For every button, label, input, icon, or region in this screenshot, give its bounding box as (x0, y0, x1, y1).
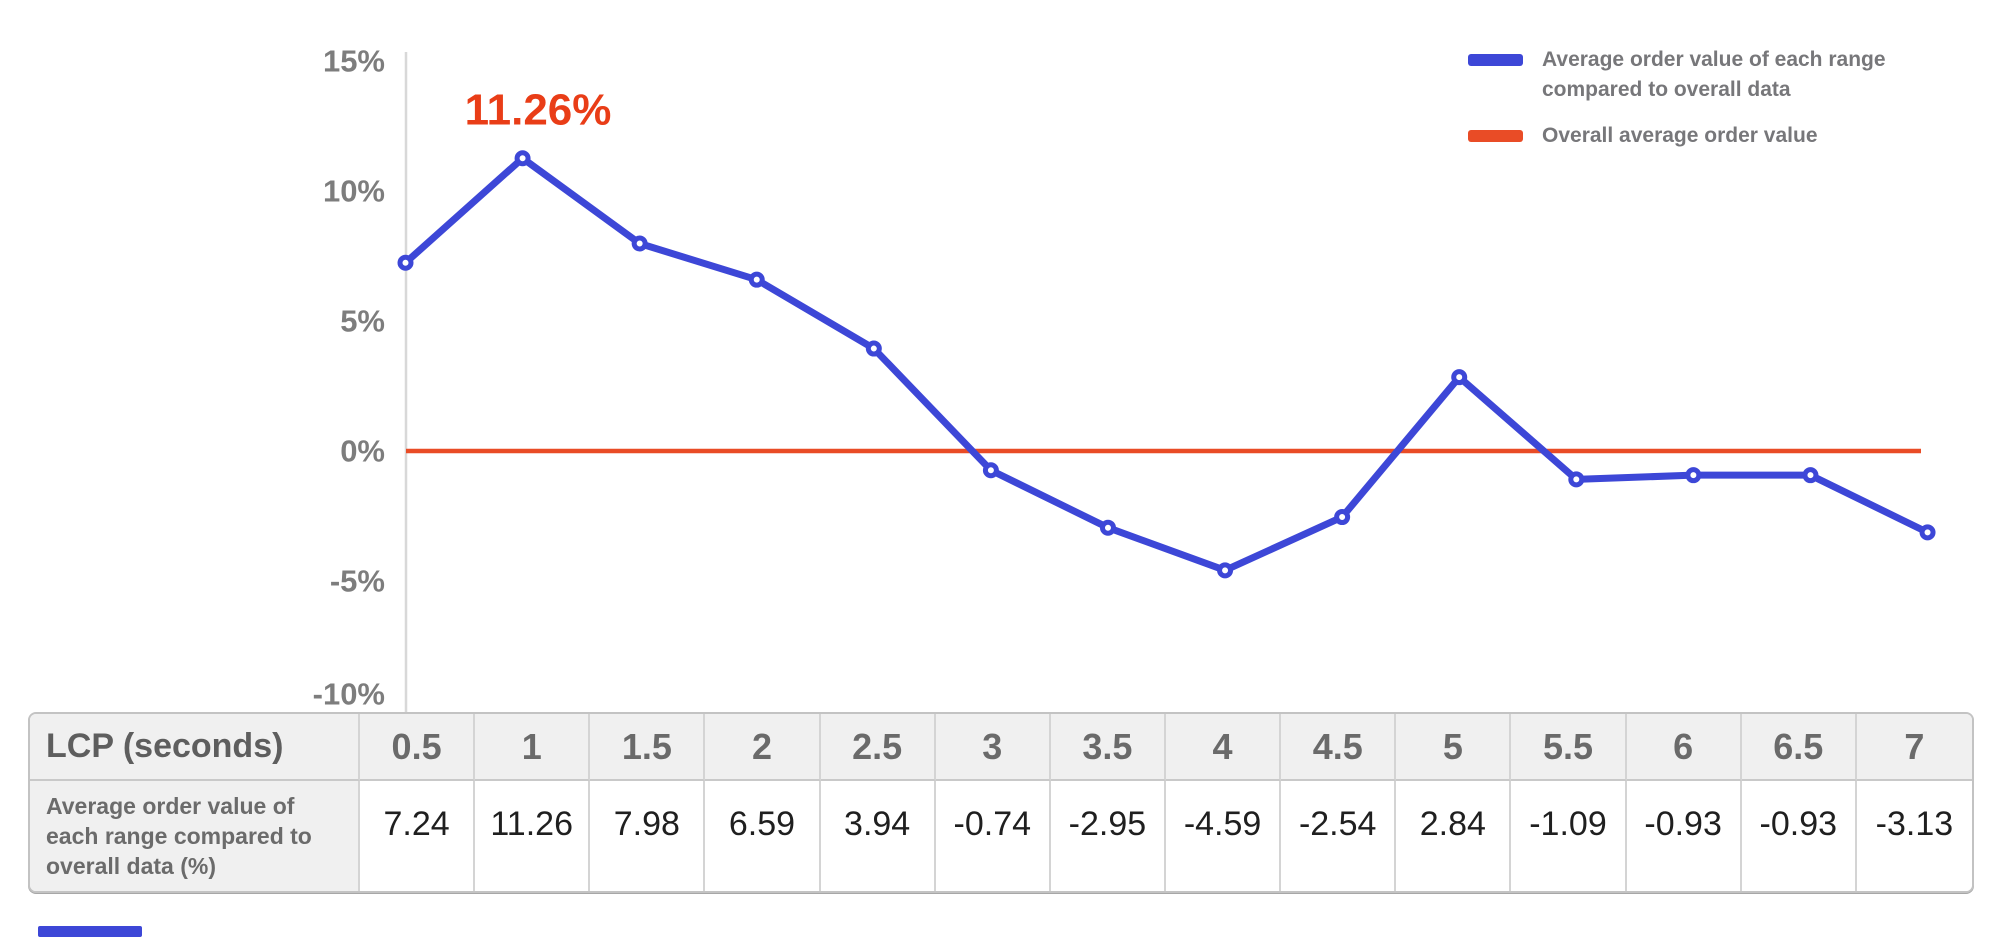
legend-label: Overall average order value (1542, 124, 1818, 147)
table-value-cell: 3.94 (820, 781, 936, 891)
table-value-cell: -4.59 (1166, 781, 1282, 891)
data-point-marker (1099, 519, 1116, 536)
table-column-header: 4.5 (1281, 714, 1397, 781)
line-chart: 15% 10% 5% 0% -5% -10% 11.26% (313, 44, 1936, 712)
cutoff-blue-bar (38, 926, 142, 937)
table-value-cell: -2.54 (1281, 781, 1397, 891)
table-column-header: 3 (935, 714, 1051, 781)
data-point-marker (397, 254, 414, 271)
table-value-cell: 7.98 (590, 781, 706, 891)
y-tick-label: 10% (323, 174, 385, 209)
table-column-header: 3.5 (1050, 714, 1166, 781)
table-column-header: 1 (475, 714, 591, 781)
table-value-cell: 2.84 (1396, 781, 1512, 891)
table-value-cell: -0.74 (935, 781, 1051, 891)
data-point-marker (631, 235, 648, 252)
legend-entry: Overall average order value (1468, 121, 1907, 151)
y-tick-label: 15% (323, 44, 385, 79)
table-column-header: 1.5 (590, 714, 706, 781)
legend-swatch-red-line (1468, 130, 1523, 142)
data-table: LCP (seconds) 0.5 1 1.5 2 2.5 3 3.5 4 4.5 5 5.5 6 6.5… (28, 712, 1974, 893)
main-series-line (402, 154, 1932, 574)
table-column-header: 6 (1626, 714, 1742, 781)
table-value-cell: -0.93 (1626, 781, 1742, 891)
table-row-label: Average order value of each range compar… (30, 781, 360, 891)
table-column-header: 2.5 (820, 714, 936, 781)
data-point-marker (1802, 467, 1819, 484)
data-point-marker (865, 340, 882, 357)
y-tick-label: 0% (340, 434, 385, 469)
legend-swatch-blue-line (1468, 54, 1523, 66)
y-tick-label: -5% (330, 564, 385, 599)
table-value-cell: -3.13 (1856, 781, 1972, 891)
table-column-header: 7 (1856, 714, 1972, 781)
table-column-header: 5 (1396, 714, 1512, 781)
peak-value-annotation: 11.26% (465, 86, 612, 135)
data-point-marker (1217, 562, 1234, 579)
legend-label: Average order value of each range compar… (1542, 48, 1886, 101)
table-column-header: 0.5 (360, 714, 476, 781)
y-tick-label: 5% (340, 304, 385, 339)
chart-legend: Average order value of each range compar… (1468, 45, 1907, 167)
table-value-cell: 7.24 (360, 781, 476, 891)
table-column-header: 6.5 (1741, 714, 1857, 781)
y-tick-label: -10% (313, 677, 385, 712)
data-point-marker (1451, 369, 1468, 386)
data-point-marker (748, 271, 765, 288)
legend-entry: Average order value of each range compar… (1468, 45, 1907, 105)
data-point-marker (1568, 471, 1585, 488)
table-value-cell: -0.93 (1741, 781, 1857, 891)
table-column-header: 5.5 (1511, 714, 1627, 781)
data-point-marker (1334, 509, 1351, 526)
data-point-marker (1919, 524, 1936, 541)
table-column-header: 2 (705, 714, 821, 781)
table-value-cell: 11.26 (475, 781, 591, 891)
data-point-marker (1685, 467, 1702, 484)
table-column-header: 4 (1166, 714, 1282, 781)
table-value-cell: -1.09 (1511, 781, 1627, 891)
table-corner-header: LCP (seconds) (30, 714, 360, 781)
table-value-cell: 6.59 (705, 781, 821, 891)
data-point-marker (982, 462, 999, 479)
data-point-marker (514, 150, 531, 167)
table-value-cell: -2.95 (1050, 781, 1166, 891)
